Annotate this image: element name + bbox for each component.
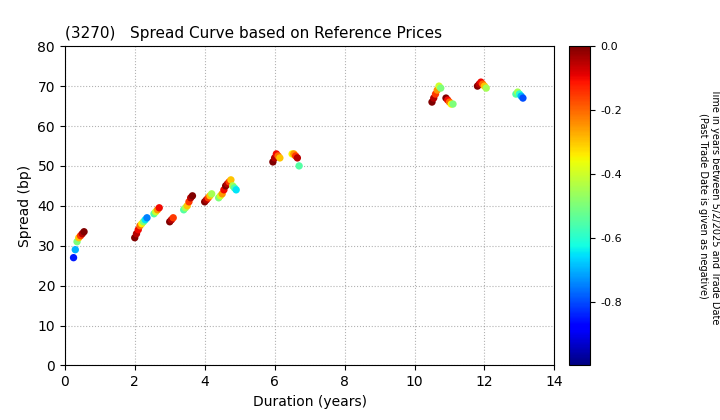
Point (185, 194, 197, 201)
Point (474, 81, 485, 87)
Point (201, 197, 212, 203)
Y-axis label: Spread (bp): Spread (bp) (18, 165, 32, 247)
Point (76, 230, 88, 237)
Y-axis label: Time in years between 5/2/2025 and Trade Date
(Past Trade Date is given as negat: Time in years between 5/2/2025 and Trade… (698, 88, 720, 324)
Point (68, 254, 79, 261)
Point (206, 190, 217, 197)
Point (229, 184, 240, 191)
Point (223, 178, 235, 185)
Point (230, 186, 242, 193)
Point (288, 150, 300, 157)
Point (435, 85, 446, 92)
Point (444, 99, 455, 105)
Point (153, 205, 165, 211)
Point (129, 234, 140, 241)
Point (141, 214, 153, 221)
Point (218, 186, 230, 193)
Point (271, 150, 282, 157)
Point (222, 181, 233, 187)
Point (430, 91, 441, 97)
Point (148, 210, 160, 217)
Point (512, 89, 523, 95)
Point (293, 163, 305, 169)
Point (274, 155, 286, 161)
Point (510, 91, 522, 97)
Point (134, 223, 145, 229)
Point (428, 94, 439, 101)
Point (440, 94, 451, 101)
Point (183, 198, 194, 205)
Point (292, 155, 303, 161)
Point (168, 214, 179, 221)
Point (426, 99, 438, 105)
Point (131, 230, 143, 237)
Point (138, 218, 149, 225)
Point (472, 83, 483, 89)
Point (516, 93, 527, 100)
Text: (3270)   Spread Curve based on Reference Prices: (3270) Spread Curve based on Reference P… (65, 26, 442, 41)
Point (220, 182, 231, 189)
Point (164, 218, 176, 225)
Point (73, 234, 84, 241)
Point (213, 194, 225, 201)
Point (150, 208, 161, 215)
Point (180, 205, 192, 211)
Point (75, 232, 86, 239)
Point (136, 220, 148, 227)
Point (140, 216, 151, 223)
Point (181, 202, 193, 209)
Point (70, 246, 81, 253)
Point (78, 228, 90, 235)
Point (290, 152, 302, 159)
Point (225, 176, 237, 183)
Point (204, 192, 216, 199)
Point (269, 155, 280, 161)
Point (166, 216, 177, 223)
Point (186, 192, 198, 199)
Point (446, 101, 457, 108)
Point (132, 226, 144, 233)
Point (202, 194, 214, 201)
Point (433, 83, 445, 89)
Point (477, 81, 488, 87)
Point (227, 182, 238, 189)
Point (152, 206, 163, 213)
Point (267, 158, 279, 165)
Point (215, 192, 226, 199)
Point (431, 87, 443, 93)
Point (287, 150, 298, 157)
Point (272, 152, 284, 159)
Point (517, 94, 528, 101)
Point (479, 83, 490, 89)
Point (71, 238, 83, 245)
Point (217, 190, 228, 197)
Point (178, 206, 189, 213)
X-axis label: Duration (years): Duration (years) (253, 395, 366, 409)
Point (447, 101, 459, 108)
Point (442, 97, 454, 103)
Point (513, 91, 525, 97)
Point (199, 198, 210, 205)
Point (480, 85, 492, 92)
Point (475, 79, 487, 85)
